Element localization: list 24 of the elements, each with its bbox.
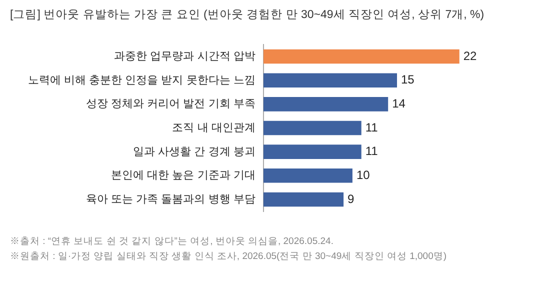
y-tick-label: 육아 또는 가족 돌봄과의 병행 부담 xyxy=(86,194,256,206)
bar xyxy=(263,120,362,136)
y-tick-label: 본인에 대한 높은 기준과 기대 xyxy=(111,170,256,182)
data-label: 10 xyxy=(356,168,370,182)
data-label: 11 xyxy=(365,120,378,134)
y-tick-label: 일과 사생활 간 경계 붕괴 xyxy=(133,146,256,158)
y-tick-label: 과중한 업무량과 시간적 압박 xyxy=(114,50,256,63)
y-tick-label: 성장 정체와 커리어 발전 기회 부족 xyxy=(86,98,256,110)
bar xyxy=(263,192,344,207)
y-tick-label: 노력에 비해 충분한 인정을 받지 못한다는 느낌 xyxy=(28,74,256,86)
data-label: 14 xyxy=(392,96,406,110)
bar xyxy=(263,144,362,159)
data-label: 15 xyxy=(401,72,415,87)
data-label: 22 xyxy=(463,48,478,63)
bar xyxy=(263,168,352,183)
data-label: 11 xyxy=(365,144,378,158)
chart-title: [그림] 번아웃 유발하는 가장 큰 요인 (번아웃 경험한 만 30~49세 직장인 여성, 상위 7개, %) xyxy=(10,8,484,22)
bar xyxy=(263,49,460,64)
y-tick-label: 조직 내 대인관계 xyxy=(172,122,256,134)
text: ※출처 : “연휴 보내도 쉰 것 같지 않다”는 여성, 번아웃 의심을, 2026.05.24. xyxy=(10,235,334,249)
text: ※원출처 : 일·가정 양립 실태와 직장 생활 인식 조사, 2026.05(전국 만 30~49세 직장인 여성 1,000명) xyxy=(10,250,447,264)
bar xyxy=(263,97,388,112)
bar xyxy=(263,73,398,88)
data-label: 9 xyxy=(348,192,355,206)
